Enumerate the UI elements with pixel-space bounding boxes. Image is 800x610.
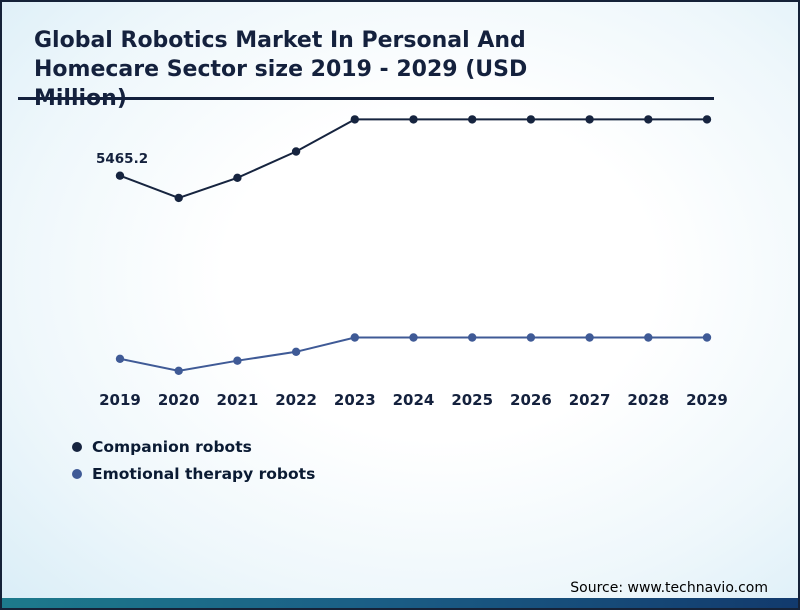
data-point: [526, 115, 536, 124]
data-point: [174, 366, 183, 375]
data-point: [291, 147, 301, 156]
data-point: [644, 333, 653, 342]
x-axis-label-2029: 2029: [686, 391, 728, 409]
data-point: [702, 115, 712, 124]
data-point: [644, 115, 653, 124]
data-point: [409, 333, 418, 342]
legend-item-emotional-therapy-robots: Emotional therapy robots: [72, 465, 315, 483]
data-point: [526, 333, 536, 342]
data-point: [585, 115, 594, 124]
x-axis-label-2023: 2023: [333, 391, 376, 409]
x-axis-label-2022: 2022: [275, 391, 317, 409]
chart-title: Global Robotics Market In Personal And H…: [34, 28, 528, 112]
data-point: [174, 193, 183, 203]
data-point: [115, 354, 125, 363]
x-axis-label-2021: 2021: [216, 391, 259, 409]
data-point: [233, 173, 242, 182]
source-attribution: Source: www.technavio.com: [570, 580, 768, 596]
data-point: [468, 333, 477, 342]
x-axis-label-2019: 2019: [99, 391, 141, 409]
data-point: [233, 356, 242, 365]
bottom-accent-bar: [2, 598, 798, 608]
data-point: [468, 115, 477, 124]
data-point: [291, 347, 301, 356]
x-axis-label-2025: 2025: [451, 391, 494, 409]
emotional-therapy-robots-dot-icon: [72, 469, 82, 479]
title-underline-rule: [18, 97, 714, 100]
series-line-companion-robots: [119, 118, 707, 199]
companion-robots-dot-icon: [72, 442, 82, 452]
legend-label-companion-robots: Companion robots: [92, 438, 252, 456]
series-line-emotional-therapy-robots: [119, 336, 707, 372]
x-axis-label-2028: 2028: [627, 391, 670, 409]
data-label-2019: 5465.2: [96, 151, 149, 167]
data-point: [409, 115, 418, 124]
x-axis-labels: 2019 2020 2021 2022 2023 2024 2025 2026 2027 2028…: [2, 391, 798, 415]
data-point: [115, 171, 125, 180]
data-point: [585, 333, 594, 342]
x-axis-label-2020: 2020: [157, 391, 200, 409]
line-chart-plot: [115, 115, 712, 375]
data-point: [350, 115, 359, 124]
legend-item-companion-robots: Companion robots: [72, 438, 315, 456]
legend-label-emotional-therapy-robots: Emotional therapy robots: [92, 465, 316, 483]
chart-legend: Companion robots Emotional therapy robot…: [72, 438, 315, 483]
x-axis-label-2026: 2026: [510, 391, 552, 409]
x-axis-label-2027: 2027: [568, 391, 611, 409]
x-axis-label-2024: 2024: [392, 391, 435, 409]
data-point: [702, 333, 712, 342]
data-point: [350, 333, 359, 342]
